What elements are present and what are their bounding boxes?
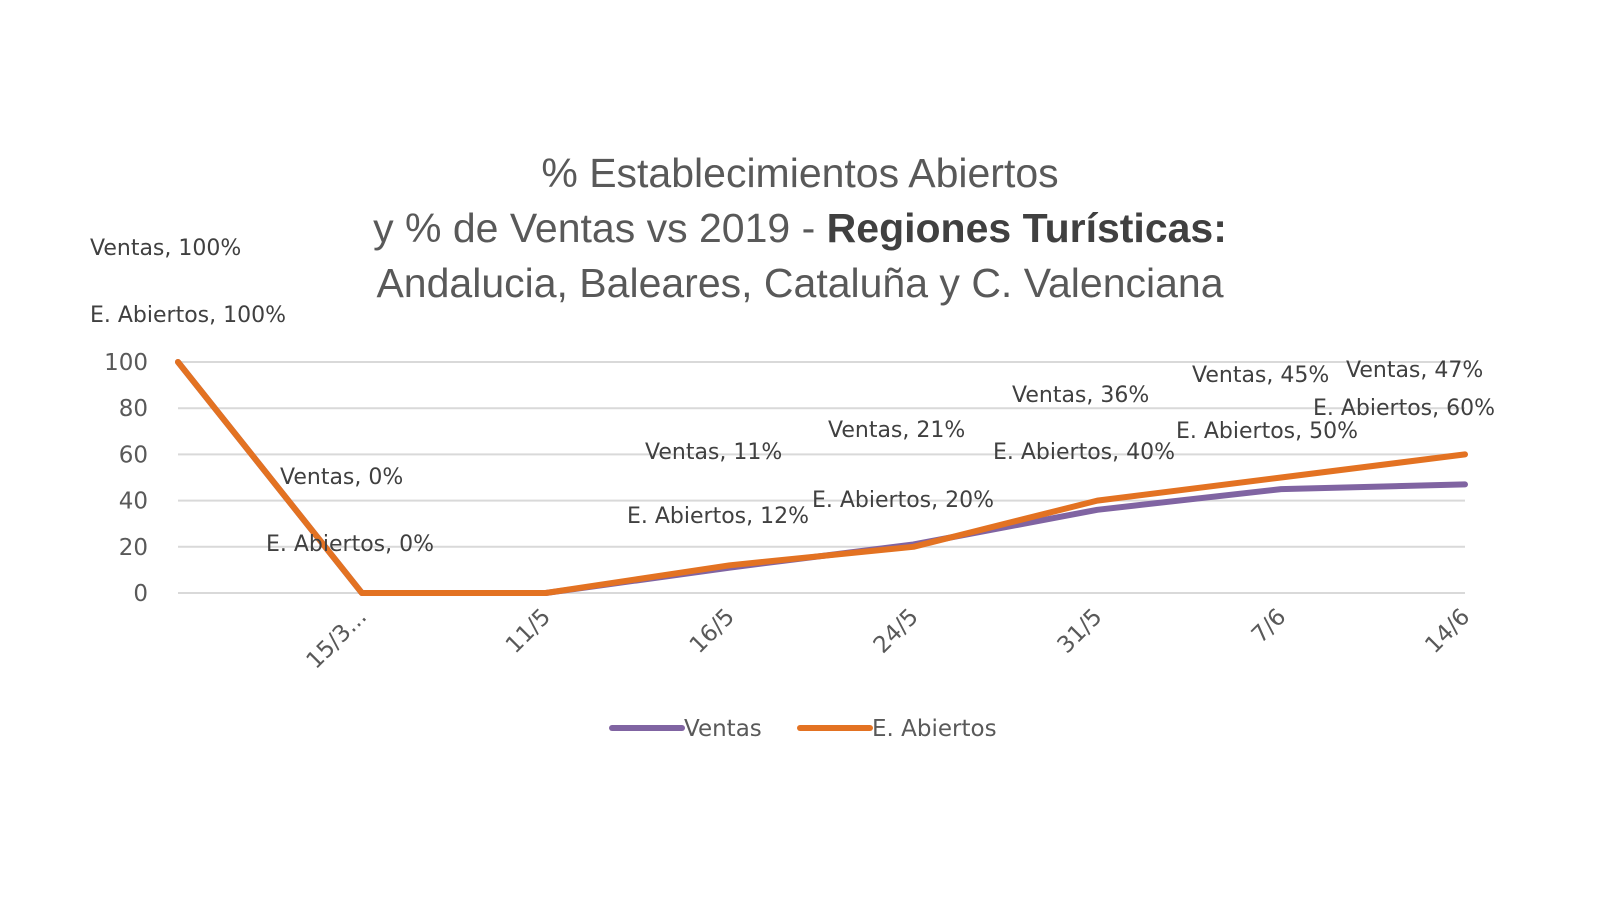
data-label: Ventas, 21%: [828, 418, 965, 443]
y-tick-label: 0: [133, 581, 148, 607]
x-tick-label: 24/5: [869, 604, 924, 659]
y-tick-label: 100: [104, 350, 148, 376]
x-tick-label: 16/5: [685, 604, 740, 659]
data-label: Ventas, 11%: [645, 440, 782, 465]
chart-title-line-3: Andalucia, Baleares, Cataluña y C. Valen…: [376, 260, 1224, 306]
y-tick-label: 40: [119, 489, 148, 515]
chart-title-line-2: y % de Ventas vs 2019 - Regiones Turísti…: [0, 205, 1600, 252]
y-tick-label: 80: [119, 396, 148, 422]
chart-title-part: y % de Ventas vs 2019 -: [373, 205, 816, 251]
data-label: E. Abiertos, 40%: [993, 440, 1175, 465]
x-tick-label: 11/5: [501, 604, 556, 659]
chart-title-line-1: % Establecimientos Abiertos: [541, 150, 1059, 196]
data-label: Ventas, 47%: [1346, 358, 1483, 383]
x-tick-label: 14/6: [1420, 604, 1475, 659]
data-label: E. Abiertos, 0%: [266, 532, 434, 557]
data-label: E. Abiertos, 12%: [627, 504, 809, 529]
x-tick-label: 31/5: [1053, 604, 1108, 659]
data-label: E. Abiertos, 100%: [90, 303, 286, 328]
x-tick-label: 7/6: [1247, 604, 1292, 649]
data-label: E. Abiertos, 60%: [1313, 396, 1495, 421]
legend-label: E. Abiertos: [872, 716, 997, 742]
series-line-e-abiertos: [175, 359, 1468, 596]
data-label: E. Abiertos, 50%: [1176, 419, 1358, 444]
y-tick-label: 60: [119, 442, 148, 468]
data-label: Ventas, 100%: [90, 236, 241, 261]
x-tick-label: 15/3...: [302, 604, 372, 674]
y-tick-label: 20: [119, 535, 148, 561]
data-label: Ventas, 36%: [1012, 383, 1149, 408]
legend-label: Ventas: [684, 716, 762, 742]
data-label: Ventas, 0%: [280, 465, 403, 490]
chart-title-bold: Regiones Turísticas:: [826, 205, 1227, 251]
data-label: Ventas, 45%: [1192, 363, 1329, 388]
data-label: E. Abiertos, 20%: [812, 488, 994, 513]
